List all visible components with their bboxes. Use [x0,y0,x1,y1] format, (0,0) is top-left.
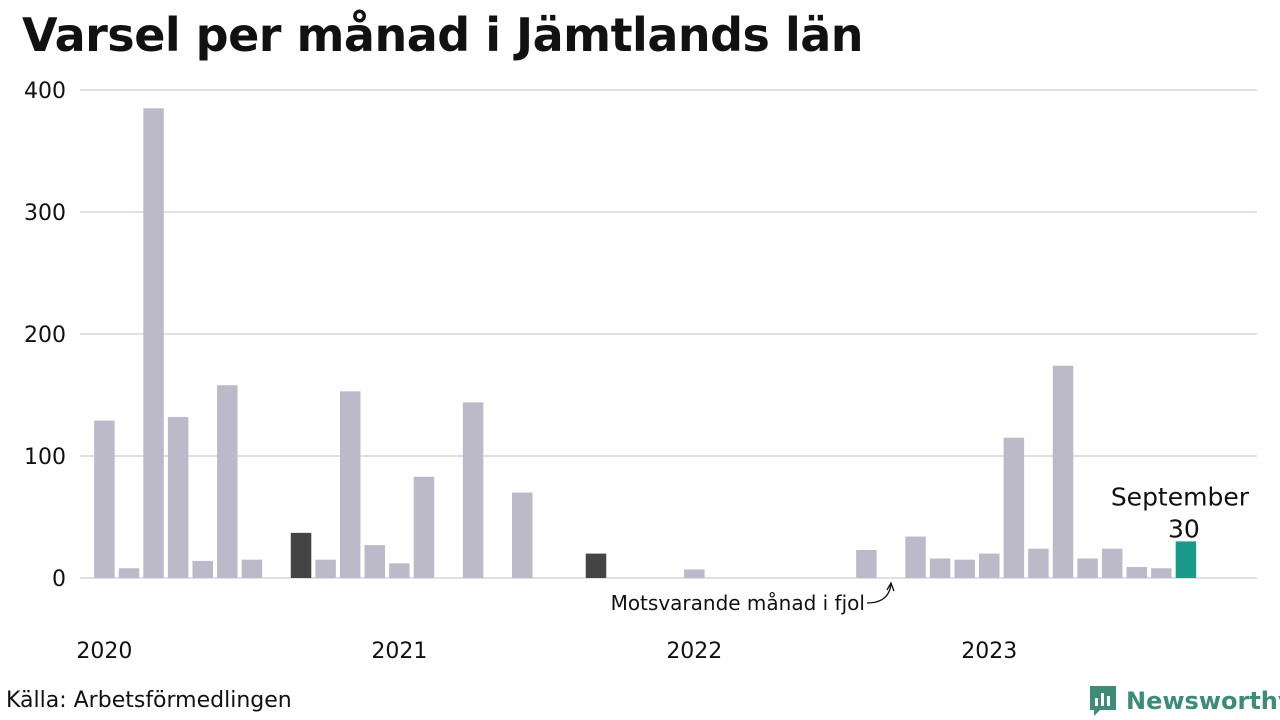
annotation: September 30 Motsvarande månad i fjol [611,482,1250,615]
bar-2023-07 [1126,567,1148,578]
bar-2023-02 [1003,437,1025,578]
x-tick-label: 2021 [371,639,427,664]
y-tick-label: 300 [24,201,66,226]
bar-2020-01 [94,420,115,578]
y-tick-label: 400 [24,79,66,104]
bar-2021-02 [413,476,435,578]
bar-2023-05 [1077,558,1098,578]
bar-2020-07 [241,559,263,578]
newsworthy-logo-icon [1090,686,1116,716]
x-tick-label: 2020 [76,639,132,664]
y-tick-label: 100 [24,445,66,470]
bar-2023-03 [1028,548,1049,578]
annotation-arrowhead [886,581,895,592]
brand-logo[interactable]: Newsworthy [1088,684,1280,718]
y-tick-label: 0 [52,567,66,592]
bar-2021-09 [585,553,607,578]
bar-2020-02 [118,568,140,578]
y-axis-tick-labels: 0 100 200 300 400 [24,79,66,592]
bar-2022-08 [856,549,877,578]
bar-2022-11 [929,558,951,578]
x-axis-year-labels: 2020 2021 2022 2023 [76,639,1017,664]
highlight-label: September [1111,482,1250,511]
bar-2020-04 [167,416,189,578]
bar-2021-06 [512,492,533,578]
bar-2020-06 [217,385,238,578]
gridlines [80,89,1257,579]
bar-2022-10 [905,536,926,578]
source-label: Källa: Arbetsförmedlingen [6,688,292,713]
chart-title: Varsel per månad i Jämtlands län [22,8,864,62]
x-tick-label: 2022 [666,639,722,664]
bar-2022-12 [954,559,975,578]
bar-2023-08 [1151,568,1172,578]
bar-2023-04 [1052,365,1074,578]
bar-2020-05 [192,560,213,578]
bar-2023-09 [1175,541,1197,578]
bar-2022-01 [684,569,705,578]
bar-2021-01 [389,563,410,578]
bar-2023-06 [1101,548,1123,578]
x-tick-label: 2023 [961,639,1017,664]
bars [94,108,1197,579]
bar-2020-11 [339,391,361,578]
annotation-arrow [866,583,892,604]
brand-name: Newsworthy [1126,687,1280,715]
y-tick-label: 200 [24,323,66,348]
highlight-value: 30 [1168,514,1200,543]
bar-2021-04 [462,402,484,578]
annotation-text: Motsvarande månad i fjol [611,591,865,615]
bar-2020-03 [143,108,164,579]
bar-2023-01 [979,553,1000,578]
bar-2020-12 [364,545,386,578]
bar-2020-10 [315,559,336,578]
bar-2020-09 [290,532,312,578]
